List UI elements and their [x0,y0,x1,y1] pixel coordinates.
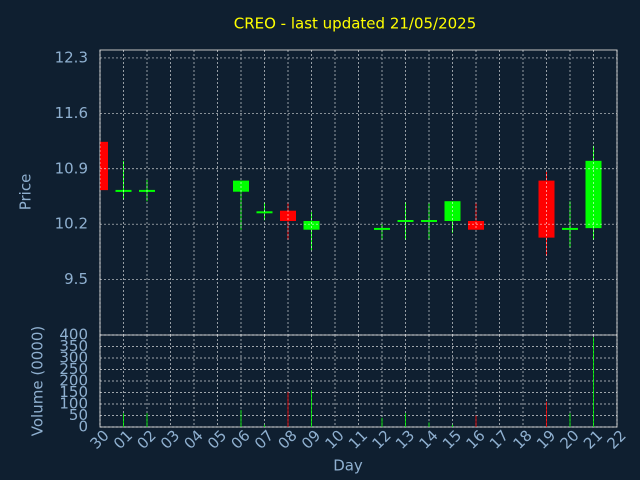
candle-body [100,141,108,191]
candle-body [538,180,555,238]
volume-bar [405,413,406,427]
candle-body [374,227,390,230]
volume-bar [569,413,571,427]
candle-body [303,221,320,230]
candle-body [397,220,414,222]
y-tick-label: 150 [59,383,88,401]
volume-bar [546,401,547,427]
y-tick-label: 10.2 [55,215,88,233]
y-tick-label: 350 [59,337,88,355]
volume-bar [452,424,453,427]
y-tick-label: 200 [59,372,88,390]
candle-body [256,211,273,214]
volume-bar [287,392,289,427]
candle-body [468,221,484,230]
volume-bar [593,337,594,427]
y-tick-label: 400 [59,326,88,344]
volume-bar [123,413,124,427]
y-axis-label: Volume (0000) [29,326,47,436]
y-tick-label: 10.9 [55,159,88,177]
y-tick-label: 11.6 [55,104,88,122]
volume-bar [475,415,477,427]
y-tick-label: 9.5 [64,270,88,288]
y-tick-label: 300 [59,349,88,367]
volume-bar [264,424,265,427]
chart-title: CREO - last updated 21/05/2025 [234,15,477,33]
volume-bar [146,413,148,427]
candle-body [562,227,578,230]
y-tick-label: 100 [59,395,88,413]
volume-bar [428,422,430,427]
y-axis-label: Price [17,174,35,211]
y-tick-label: 250 [59,360,88,378]
volume-bar [311,390,312,427]
y-tick-label: 12.3 [55,48,88,66]
volume-bar [381,417,383,427]
candle-body [421,220,437,222]
y-tick-label: 50 [69,406,88,424]
volume-bar [240,409,242,427]
x-axis-label: Day [333,457,363,475]
y-tick-label: 0 [78,418,88,436]
